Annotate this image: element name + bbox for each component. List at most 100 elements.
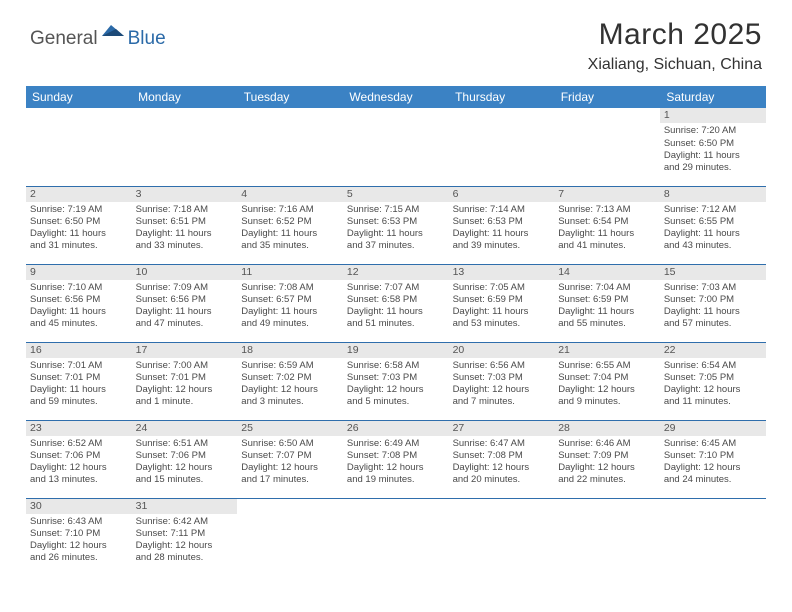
sunrise-text: Sunrise: 6:55 AM — [558, 360, 656, 372]
daylight-text: and 26 minutes. — [30, 552, 128, 564]
calendar-cell: 6Sunrise: 7:14 AMSunset: 6:53 PMDaylight… — [449, 186, 555, 264]
day-number: 29 — [660, 421, 766, 436]
daylight-text: and 17 minutes. — [241, 474, 339, 486]
daylight-text: and 33 minutes. — [136, 240, 234, 252]
calendar-cell-empty — [343, 498, 449, 576]
sunset-text: Sunset: 7:00 PM — [664, 294, 762, 306]
calendar-cell: 17Sunrise: 7:00 AMSunset: 7:01 PMDayligh… — [132, 342, 238, 420]
daylight-text: Daylight: 11 hours — [453, 306, 551, 318]
daylight-text: and 7 minutes. — [453, 396, 551, 408]
sunrise-text: Sunrise: 7:01 AM — [30, 360, 128, 372]
sunset-text: Sunset: 7:03 PM — [453, 372, 551, 384]
calendar-cell: 22Sunrise: 6:54 AMSunset: 7:05 PMDayligh… — [660, 342, 766, 420]
daylight-text: and 35 minutes. — [241, 240, 339, 252]
sunrise-text: Sunrise: 7:14 AM — [453, 204, 551, 216]
calendar-row: 16Sunrise: 7:01 AMSunset: 7:01 PMDayligh… — [26, 342, 766, 420]
sunset-text: Sunset: 7:01 PM — [136, 372, 234, 384]
daylight-text: Daylight: 11 hours — [136, 228, 234, 240]
day-number: 6 — [449, 187, 555, 202]
daylight-text: Daylight: 12 hours — [241, 462, 339, 474]
daylight-text: Daylight: 12 hours — [558, 384, 656, 396]
daylight-text: and 20 minutes. — [453, 474, 551, 486]
calendar-cell: 18Sunrise: 6:59 AMSunset: 7:02 PMDayligh… — [237, 342, 343, 420]
daylight-text: Daylight: 11 hours — [241, 228, 339, 240]
logo-text-blue: Blue — [128, 28, 166, 50]
day-number: 5 — [343, 187, 449, 202]
day-number: 8 — [660, 187, 766, 202]
calendar-cell: 19Sunrise: 6:58 AMSunset: 7:03 PMDayligh… — [343, 342, 449, 420]
daylight-text: Daylight: 11 hours — [558, 228, 656, 240]
sunset-text: Sunset: 6:54 PM — [558, 216, 656, 228]
day-number: 15 — [660, 265, 766, 280]
daylight-text: and 28 minutes. — [136, 552, 234, 564]
sunrise-text: Sunrise: 7:12 AM — [664, 204, 762, 216]
daylight-text: and 53 minutes. — [453, 318, 551, 330]
calendar-cell: 1Sunrise: 7:20 AMSunset: 6:50 PMDaylight… — [660, 108, 766, 186]
calendar-cell: 12Sunrise: 7:07 AMSunset: 6:58 PMDayligh… — [343, 264, 449, 342]
daylight-text: and 31 minutes. — [30, 240, 128, 252]
day-number: 1 — [660, 108, 766, 123]
calendar-row: 30Sunrise: 6:43 AMSunset: 7:10 PMDayligh… — [26, 498, 766, 576]
day-number: 31 — [132, 499, 238, 514]
sunrise-text: Sunrise: 7:18 AM — [136, 204, 234, 216]
logo-text-general: General — [30, 28, 98, 50]
daylight-text: Daylight: 11 hours — [241, 306, 339, 318]
calendar-cell-empty — [660, 498, 766, 576]
sunrise-text: Sunrise: 6:43 AM — [30, 516, 128, 528]
sunset-text: Sunset: 6:53 PM — [453, 216, 551, 228]
calendar-table: SundayMondayTuesdayWednesdayThursdayFrid… — [26, 86, 766, 576]
sunset-text: Sunset: 6:56 PM — [30, 294, 128, 306]
sunset-text: Sunset: 7:05 PM — [664, 372, 762, 384]
daylight-text: Daylight: 12 hours — [136, 462, 234, 474]
day-number: 26 — [343, 421, 449, 436]
calendar-cell: 29Sunrise: 6:45 AMSunset: 7:10 PMDayligh… — [660, 420, 766, 498]
header: General Blue March 2025 Xialiang, Sichua… — [0, 0, 792, 80]
sunrise-text: Sunrise: 7:15 AM — [347, 204, 445, 216]
sunrise-text: Sunrise: 7:09 AM — [136, 282, 234, 294]
calendar-cell: 15Sunrise: 7:03 AMSunset: 7:00 PMDayligh… — [660, 264, 766, 342]
calendar-cell-empty — [237, 498, 343, 576]
sunset-text: Sunset: 6:52 PM — [241, 216, 339, 228]
sunset-text: Sunset: 6:50 PM — [30, 216, 128, 228]
calendar-cell: 25Sunrise: 6:50 AMSunset: 7:07 PMDayligh… — [237, 420, 343, 498]
calendar-row: 9Sunrise: 7:10 AMSunset: 6:56 PMDaylight… — [26, 264, 766, 342]
day-number: 7 — [554, 187, 660, 202]
daylight-text: Daylight: 12 hours — [241, 384, 339, 396]
day-number: 11 — [237, 265, 343, 280]
weekday-header: Tuesday — [237, 86, 343, 108]
sunrise-text: Sunrise: 7:04 AM — [558, 282, 656, 294]
day-number: 18 — [237, 343, 343, 358]
logo: General Blue — [30, 18, 166, 50]
day-number: 25 — [237, 421, 343, 436]
sunrise-text: Sunrise: 6:56 AM — [453, 360, 551, 372]
sunset-text: Sunset: 7:07 PM — [241, 450, 339, 462]
daylight-text: Daylight: 11 hours — [136, 306, 234, 318]
daylight-text: and 3 minutes. — [241, 396, 339, 408]
weekday-header: Friday — [554, 86, 660, 108]
calendar-cell-empty — [554, 498, 660, 576]
daylight-text: Daylight: 11 hours — [30, 228, 128, 240]
sunset-text: Sunset: 7:01 PM — [30, 372, 128, 384]
day-number: 28 — [554, 421, 660, 436]
sunset-text: Sunset: 6:51 PM — [136, 216, 234, 228]
sunset-text: Sunset: 6:55 PM — [664, 216, 762, 228]
calendar-cell: 30Sunrise: 6:43 AMSunset: 7:10 PMDayligh… — [26, 498, 132, 576]
calendar-cell: 8Sunrise: 7:12 AMSunset: 6:55 PMDaylight… — [660, 186, 766, 264]
day-number: 2 — [26, 187, 132, 202]
day-number: 10 — [132, 265, 238, 280]
sunset-text: Sunset: 6:50 PM — [664, 138, 762, 150]
calendar-row: 2Sunrise: 7:19 AMSunset: 6:50 PMDaylight… — [26, 186, 766, 264]
calendar-cell: 2Sunrise: 7:19 AMSunset: 6:50 PMDaylight… — [26, 186, 132, 264]
day-number: 16 — [26, 343, 132, 358]
daylight-text: Daylight: 12 hours — [30, 462, 128, 474]
sunrise-text: Sunrise: 7:03 AM — [664, 282, 762, 294]
sunrise-text: Sunrise: 6:45 AM — [664, 438, 762, 450]
calendar-header-row: SundayMondayTuesdayWednesdayThursdayFrid… — [26, 86, 766, 108]
sunset-text: Sunset: 6:59 PM — [558, 294, 656, 306]
daylight-text: Daylight: 11 hours — [30, 306, 128, 318]
sunrise-text: Sunrise: 7:08 AM — [241, 282, 339, 294]
daylight-text: Daylight: 12 hours — [664, 384, 762, 396]
calendar-cell: 4Sunrise: 7:16 AMSunset: 6:52 PMDaylight… — [237, 186, 343, 264]
sunset-text: Sunset: 6:59 PM — [453, 294, 551, 306]
daylight-text: Daylight: 11 hours — [347, 306, 445, 318]
